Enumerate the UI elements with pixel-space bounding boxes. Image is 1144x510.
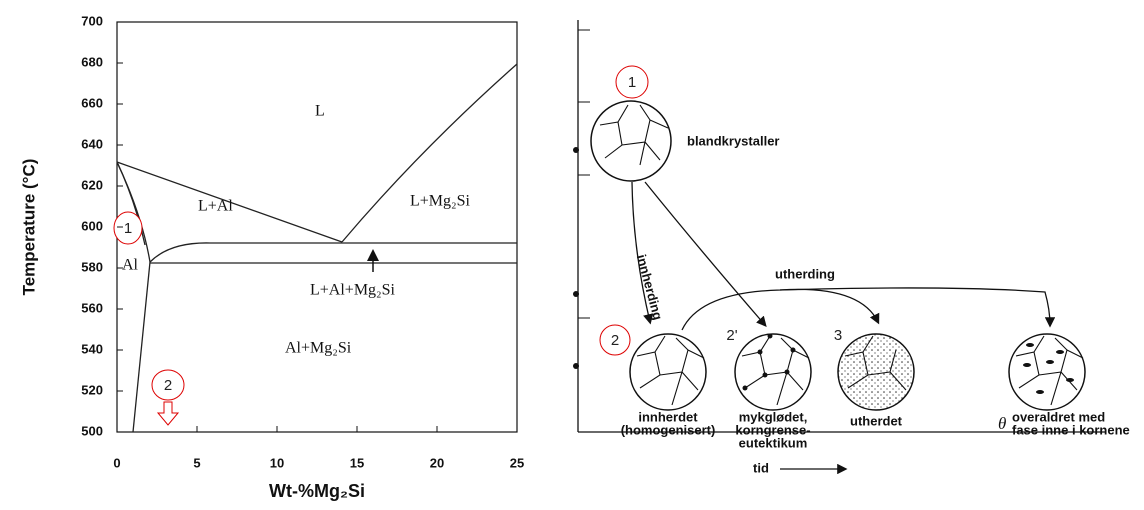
y-axis-label: Temperature (°C) [19, 159, 38, 296]
x-axis-label: Wt-%Mg₂Si [269, 481, 365, 501]
theta: θ [998, 414, 1006, 433]
region-label: L+Al+Mg₂Si [310, 282, 396, 299]
y-tick-label: 600 [81, 218, 103, 233]
arrow-label: utherding [775, 266, 835, 281]
y-tick-label: 580 [81, 259, 103, 274]
arrows [632, 182, 1050, 330]
y-tick-label: 700 [81, 13, 103, 28]
marker: 3 [834, 327, 842, 344]
y-tick-label: 680 [81, 54, 103, 69]
red-arrow [158, 402, 178, 425]
time-label: tid [753, 460, 769, 475]
x-tick-label: 20 [430, 455, 444, 470]
x-tick-label: 10 [270, 455, 284, 470]
marker: 1 [124, 220, 132, 237]
state-label: (homogenisert) [621, 422, 716, 437]
y-tick-label: 660 [81, 95, 103, 110]
region-label: Al [122, 257, 139, 274]
y-tick-label: 560 [81, 300, 103, 315]
marker: 2' [726, 327, 737, 344]
region-label: Al+Mg₂Si [285, 340, 352, 357]
marker: 2 [611, 332, 619, 349]
plot-frame [117, 22, 517, 432]
region-label: L+Al [198, 198, 233, 215]
state-label: eutektikum [739, 435, 808, 450]
state-label: fase inne i kornene [1012, 422, 1130, 437]
state-label: utherdet [850, 413, 903, 428]
marker: 1 [628, 74, 636, 91]
x-tick-label: 25 [510, 455, 524, 470]
x-tick-label: 15 [350, 455, 364, 470]
y-tick-label: 640 [81, 136, 103, 151]
figure: L L+Al L+Mg₂Si Al L+Al+Mg₂Si Al+Mg₂Si 1 … [0, 0, 1144, 510]
x-tick-label: 0 [113, 455, 120, 470]
region-label: L+Mg₂Si [410, 193, 471, 210]
arrow-label: innherding [634, 253, 666, 322]
axis-ticks [578, 30, 590, 318]
y-tick-label: 620 [81, 177, 103, 192]
state-label: blandkrystaller [687, 133, 780, 148]
y-tick-label: 540 [81, 341, 103, 356]
y-tick-label: 520 [81, 382, 103, 397]
y-tick-label: 500 [81, 423, 103, 438]
marker: 2 [164, 377, 172, 394]
x-tick-label: 5 [193, 455, 200, 470]
grain-circles [591, 101, 1085, 410]
region-label: L [315, 103, 325, 120]
